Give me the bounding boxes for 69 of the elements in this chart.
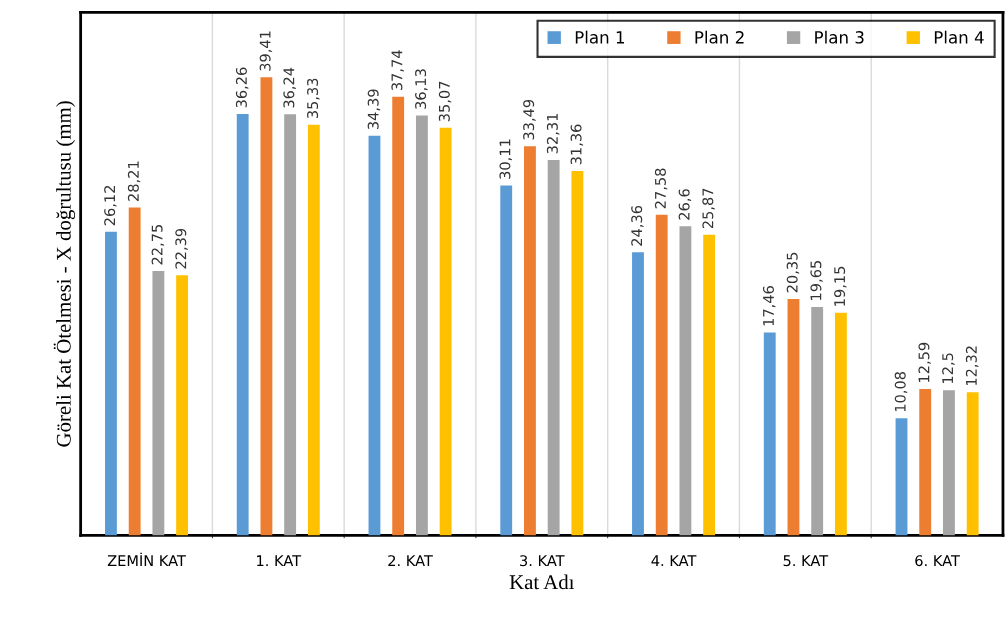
bar [834,312,847,536]
bar [943,390,955,536]
bar [811,307,824,536]
data-label: 37,74 [391,50,404,91]
legend-label: Plan 1 [575,30,625,44]
data-label: 19,65 [810,261,823,300]
bar [392,96,405,536]
x-tick-label: 2. KAT [388,555,433,566]
legend-label: Plan 2 [695,30,744,44]
bar [105,231,117,536]
x-axis-title: Kat Adı [509,574,575,590]
data-label: 32,31 [546,113,560,154]
data-label: 35,07 [438,81,452,122]
bar [787,298,800,536]
x-tick-label: 5. KAT [783,555,829,567]
x-tick-label: 6. KAT [915,555,960,567]
data-label: 24,36 [631,205,644,246]
data-label: 12,59 [918,342,931,382]
bar [763,332,776,536]
data-label: 12,5 [942,353,955,383]
bar [307,124,320,536]
x-tick-label: 4. KAT [651,555,697,566]
data-label: 22,39 [175,228,188,269]
bar [284,114,297,536]
bar [236,113,249,536]
data-label: 36,26 [235,67,249,108]
data-label: 35,33 [307,78,320,119]
data-label: 28,21 [127,161,141,201]
data-label: 20,35 [786,252,800,293]
bar [703,234,716,536]
data-label: 22,75 [151,224,165,265]
bar [439,127,452,536]
bar [966,392,979,536]
bar [368,135,381,536]
bar [632,252,644,536]
data-label: 19,15 [834,266,847,306]
bar [260,77,273,536]
bar [152,271,165,536]
bar [679,226,692,536]
data-label: 34,39 [367,89,381,130]
bar [176,275,189,536]
data-label: 30,11 [499,139,512,179]
legend-label: Plan 4 [934,30,984,44]
legend-label: Plan 3 [815,30,864,44]
bar [547,159,560,536]
data-label: 31,36 [570,124,584,165]
bar [655,214,668,536]
data-label: 39,41 [259,31,273,71]
data-label: 12,32 [965,346,979,386]
bar [500,185,513,536]
data-label: 17,46 [762,286,776,326]
x-tick-label: 1. KAT [257,555,302,566]
x-tick-label: 3. KAT [520,555,565,567]
bar [128,207,141,536]
data-label: 26,6 [678,189,692,220]
data-label: 26,12 [104,185,117,226]
data-label: 33,49 [523,99,536,140]
data-label: 36,13 [415,69,428,109]
data-label: 10,08 [894,371,908,412]
data-label: 36,24 [283,67,296,108]
bar [895,418,908,536]
y-axis-title: Göreli Kat Ötelmesi - X doğrultusu (mm) [53,101,76,447]
bar [524,146,536,536]
bar [571,170,584,536]
bar [919,389,932,536]
bar [415,115,428,536]
data-label: 27,58 [654,168,668,209]
x-tick-label: ZEMİN KAT [107,552,186,566]
data-label: 25,87 [702,188,715,229]
